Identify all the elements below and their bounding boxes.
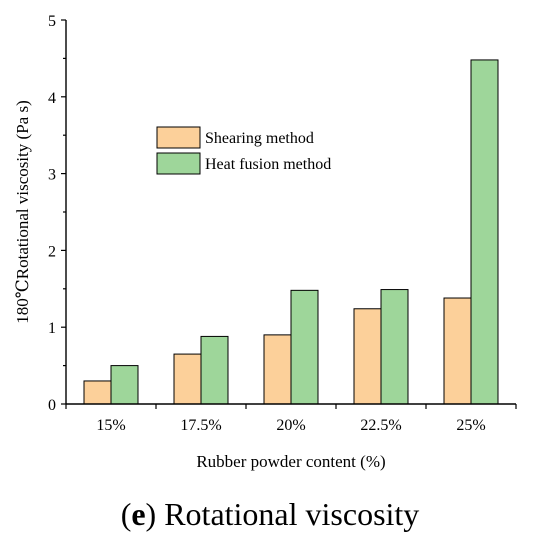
bar-chart: 0 1 2 3 4 5 15% 17.5% 20% 22.5% 25% 180℃Rotationa… [13,13,517,471]
y-tick-label: 0 [48,397,56,414]
y-axis-label: 180℃Rotational viscosity (Pa s) [13,100,32,323]
bar-heat-fusion-1 [200,335,229,405]
legend-swatch-heat-fusion [156,152,201,175]
y-tick-label: 4 [48,90,56,107]
legend: Shearing method Heat fusion method [156,126,331,175]
bar-heat-fusion-3 [380,289,409,405]
x-axis-label: Rubber powder content (%) [196,452,385,471]
y-tick-label: 1 [48,320,56,337]
y-tick-label: 3 [48,167,56,184]
legend-label-shearing: Shearing method [205,130,314,147]
bar-shearing-4 [443,297,472,405]
bar-shearing-3 [353,308,382,405]
y-ticks-group: 0 1 2 3 4 5 [48,13,66,414]
x-tick-label: 20% [276,417,305,434]
bar-heat-fusion-0 [110,365,139,405]
y-tick-label: 2 [48,243,56,260]
bar-shearing-2 [263,334,292,405]
x-tick-label: 25% [456,417,485,434]
bar-heat-fusion-4 [470,59,499,405]
y-tick-label: 5 [48,13,56,30]
x-tick-label: 17.5% [180,417,221,434]
legend-label-heat-fusion: Heat fusion method [205,156,331,173]
x-ticks-group: 15% 17.5% 20% 22.5% 25% [65,404,517,434]
bars-group [83,59,499,405]
x-tick-label: 22.5% [360,417,401,434]
bar-heat-fusion-2 [290,289,319,405]
legend-swatch-shearing [156,126,201,149]
caption-text: Rotational viscosity [156,496,420,532]
x-tick-label: 15% [96,417,125,434]
figure-caption: (e) Rotational viscosity [120,496,420,532]
bar-shearing-0 [83,380,112,405]
caption-letter: e [131,496,146,532]
bar-shearing-1 [173,353,202,405]
